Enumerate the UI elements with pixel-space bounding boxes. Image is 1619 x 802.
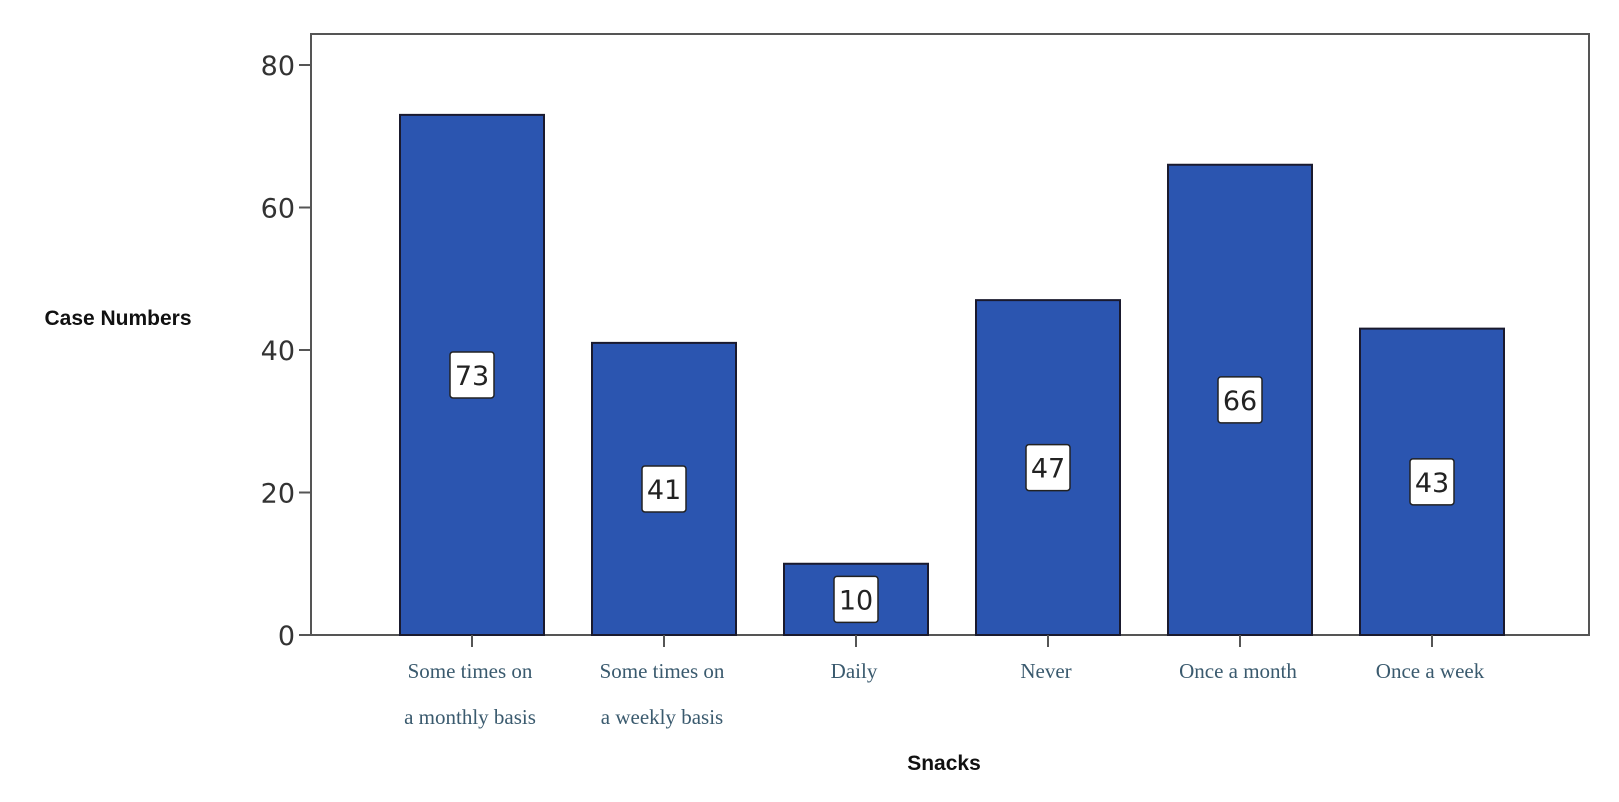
x-tick-label: Daily [831, 659, 878, 683]
data-label-box [833, 575, 879, 624]
bars-layer: 73 41 10 47 66 43 [399, 113, 1505, 636]
data-label-box [1217, 376, 1263, 424]
data-label-box [641, 465, 687, 513]
x-tick-label: Never [1020, 659, 1071, 683]
data-label: 43 [1415, 468, 1449, 499]
x-axis: Some times on a monthly basis Some times o… [404, 635, 1485, 729]
y-axis-title: Case Numbers [44, 307, 191, 330]
data-label-box [449, 351, 495, 399]
y-axis: 0 20 40 60 80 [261, 51, 311, 652]
x-tick-label: Once a month [1179, 659, 1297, 683]
x-axis-title: Snacks [907, 752, 981, 775]
y-tick-label: 60 [261, 194, 295, 225]
data-label: 47 [1031, 454, 1065, 485]
data-label-box [1409, 458, 1455, 506]
x-tick-label: Some times on a weekly basis [600, 659, 725, 729]
x-tick-label: Some times on a monthly basis [404, 659, 536, 729]
x-tick-label: Once a week [1376, 659, 1485, 683]
y-tick-label: 0 [278, 621, 295, 652]
data-label: 41 [647, 475, 681, 506]
y-tick-label: 40 [261, 336, 295, 367]
data-label: 10 [839, 585, 873, 616]
y-tick-label: 20 [261, 479, 295, 510]
y-tick-label: 80 [261, 51, 295, 82]
data-label: 73 [455, 361, 489, 392]
data-label: 66 [1223, 386, 1257, 417]
data-label-box [1025, 443, 1071, 492]
